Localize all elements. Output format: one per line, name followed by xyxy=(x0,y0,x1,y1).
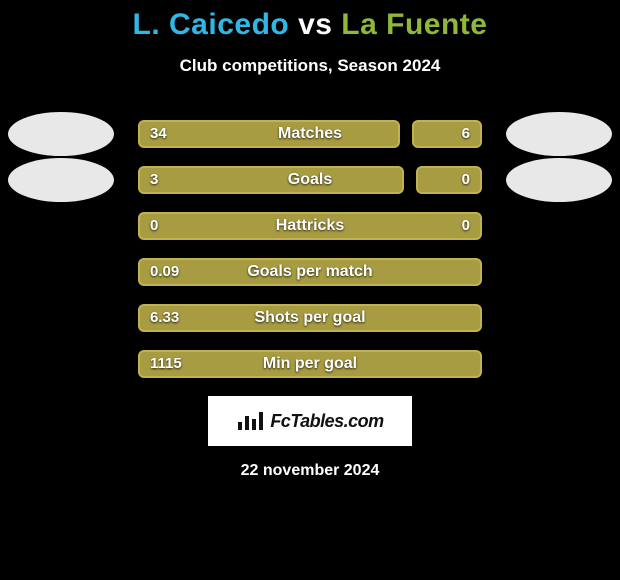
stat-value-right: 6 xyxy=(450,120,482,148)
stat-bar-left xyxy=(138,166,404,194)
stat-row: 1115Min per goal xyxy=(138,350,482,380)
player2-avatar xyxy=(506,112,612,156)
stat-value-left: 0 xyxy=(138,212,170,240)
stat-value-left: 0.09 xyxy=(138,258,191,286)
player2-avatar xyxy=(506,158,612,202)
bars-icon xyxy=(236,410,264,432)
fctables-logo: FcTables.com xyxy=(208,396,412,446)
player1-name: L. Caicedo xyxy=(133,8,290,41)
stat-value-left: 34 xyxy=(138,120,179,148)
comparison-title: L. Caicedo vs La Fuente xyxy=(0,0,620,42)
player1-avatar xyxy=(8,112,114,156)
stat-row: 0.09Goals per match xyxy=(138,258,482,288)
stat-row: 6.33Shots per goal xyxy=(138,304,482,334)
stat-row: 00Hattricks xyxy=(138,212,482,242)
stat-value-right: 0 xyxy=(450,212,482,240)
stat-value-left: 3 xyxy=(138,166,170,194)
subtitle: Club competitions, Season 2024 xyxy=(0,56,620,76)
player2-name: La Fuente xyxy=(341,8,487,41)
stats-rows: 346Matches30Goals00Hattricks0.09Goals pe… xyxy=(0,120,620,380)
stat-value-left: 1115 xyxy=(138,350,194,378)
stat-row: 30Goals xyxy=(138,166,482,196)
vs-text: vs xyxy=(298,8,332,41)
footer-date: 22 november 2024 xyxy=(0,462,620,480)
stat-value-left: 6.33 xyxy=(138,304,191,332)
player1-avatar xyxy=(8,158,114,202)
stat-bar-full xyxy=(138,212,482,240)
stat-value-right: 0 xyxy=(450,166,482,194)
logo-text: FcTables.com xyxy=(270,411,383,432)
stat-row: 346Matches xyxy=(138,120,482,150)
